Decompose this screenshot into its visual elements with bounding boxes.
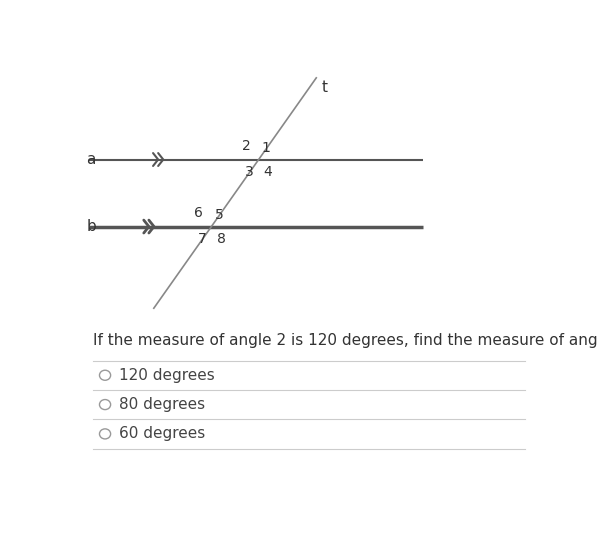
Text: 8: 8: [216, 232, 225, 246]
Text: 80 degrees: 80 degrees: [119, 397, 205, 412]
Text: 4: 4: [264, 165, 273, 179]
Text: 3: 3: [245, 165, 253, 179]
Text: 5: 5: [214, 208, 223, 222]
Text: b: b: [86, 219, 96, 234]
Text: 120 degrees: 120 degrees: [119, 368, 214, 383]
Text: a: a: [86, 152, 96, 167]
Text: If the measure of angle 2 is 120 degrees, find the measure of angle 4.: If the measure of angle 2 is 120 degrees…: [93, 333, 599, 348]
Text: 6: 6: [194, 206, 203, 220]
Text: 7: 7: [198, 232, 206, 246]
Text: t: t: [322, 80, 328, 95]
Text: 60 degrees: 60 degrees: [119, 426, 205, 441]
Text: 1: 1: [262, 141, 271, 155]
Text: 2: 2: [242, 139, 250, 153]
